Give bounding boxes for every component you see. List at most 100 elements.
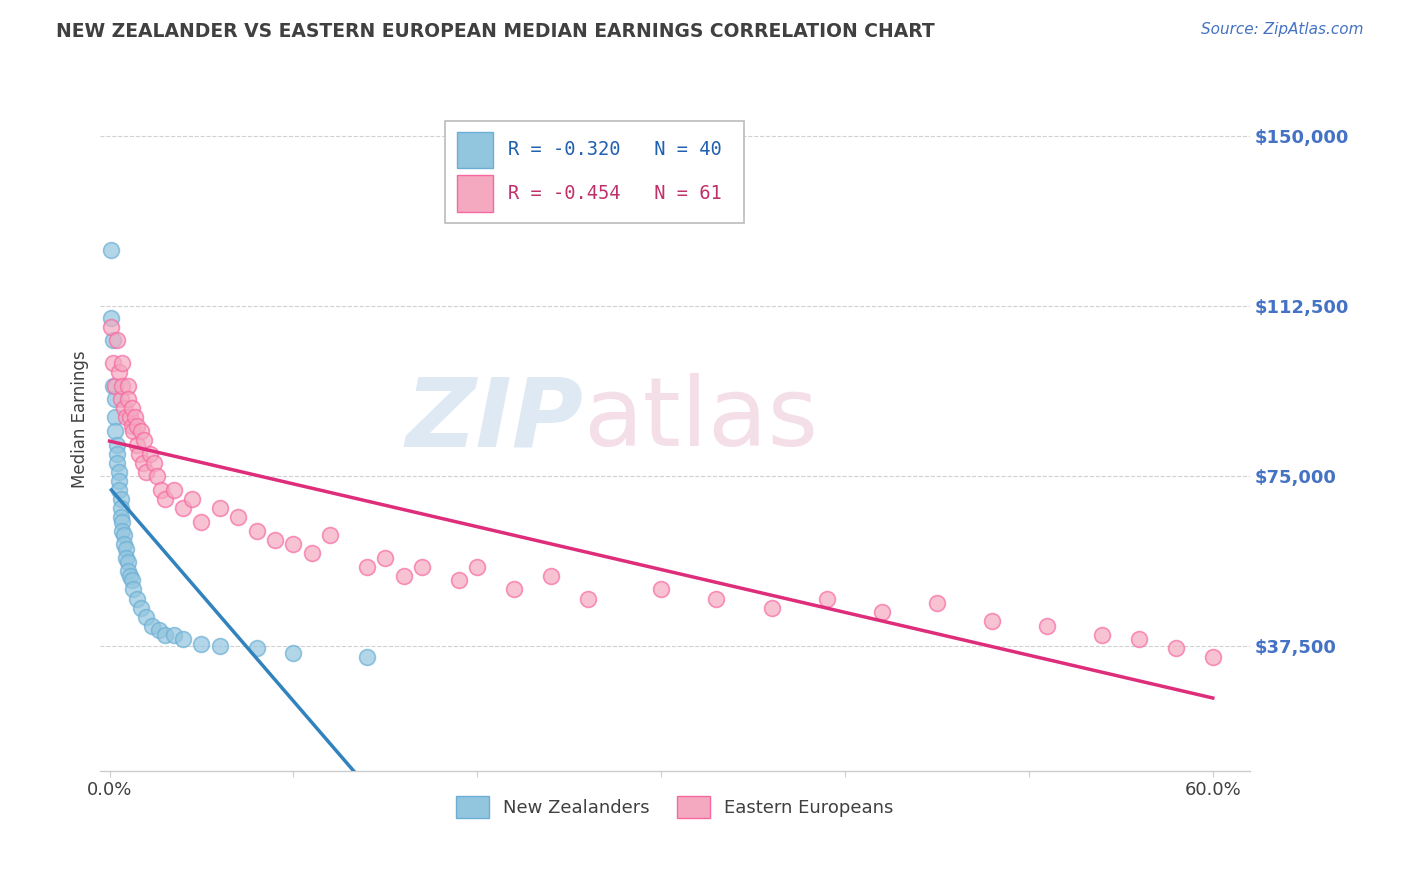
Point [115, 541, 138, 556]
FancyBboxPatch shape [457, 132, 494, 169]
Point [111, 378, 134, 392]
Point [103, 378, 125, 392]
Point [142, 456, 165, 470]
Point [117, 392, 139, 407]
Point [503, 582, 526, 597]
Point [100, 243, 122, 257]
Point [117, 378, 139, 392]
Point [190, 637, 212, 651]
FancyBboxPatch shape [457, 175, 494, 211]
Point [447, 574, 470, 588]
Point [104, 424, 127, 438]
Point [319, 528, 342, 542]
Point [146, 469, 169, 483]
Point [115, 410, 138, 425]
Point [141, 618, 163, 632]
Point [115, 550, 138, 565]
Point [111, 356, 134, 370]
Point [465, 559, 488, 574]
Point [128, 447, 150, 461]
Point [374, 550, 396, 565]
Point [135, 609, 157, 624]
Point [246, 641, 269, 656]
Point [283, 537, 305, 551]
Point [111, 515, 134, 529]
Point [100, 310, 122, 325]
Point [131, 456, 153, 470]
Point [124, 410, 146, 425]
Point [540, 569, 562, 583]
Point [127, 437, 149, 451]
Point [981, 614, 1004, 628]
Point [411, 559, 433, 574]
Point [301, 546, 323, 560]
Point [761, 600, 783, 615]
Point [925, 596, 948, 610]
Point [107, 365, 129, 379]
Point [105, 437, 128, 451]
Point [356, 559, 378, 574]
Y-axis label: Median Earnings: Median Earnings [72, 351, 89, 489]
Text: Source: ZipAtlas.com: Source: ZipAtlas.com [1201, 22, 1364, 37]
Point [704, 591, 727, 606]
Point [103, 356, 125, 370]
Point [150, 483, 173, 497]
Point [117, 555, 139, 569]
Text: R = -0.454   N = 61: R = -0.454 N = 61 [509, 184, 723, 203]
Point [226, 510, 249, 524]
Point [105, 334, 128, 348]
Text: atlas: atlas [583, 373, 818, 467]
Point [105, 447, 128, 461]
Point [153, 628, 176, 642]
Point [107, 483, 129, 497]
Point [1164, 641, 1187, 656]
Point [135, 465, 157, 479]
Point [1202, 650, 1225, 665]
Point [104, 392, 127, 407]
Point [100, 319, 122, 334]
Text: NEW ZEALANDER VS EASTERN EUROPEAN MEDIAN EARNINGS CORRELATION CHART: NEW ZEALANDER VS EASTERN EUROPEAN MEDIAN… [56, 22, 935, 41]
Point [111, 524, 134, 538]
Point [121, 419, 143, 434]
Point [356, 650, 378, 665]
Point [190, 515, 212, 529]
Point [246, 524, 269, 538]
Point [118, 569, 141, 583]
Point [122, 582, 145, 597]
Point [105, 456, 128, 470]
Point [112, 528, 135, 542]
Point [264, 533, 287, 547]
Point [129, 600, 152, 615]
Point [1091, 628, 1114, 642]
Point [208, 639, 231, 653]
Point [121, 574, 143, 588]
Point [283, 646, 305, 660]
Point [1128, 632, 1150, 647]
Point [576, 591, 599, 606]
Legend: New Zealanders, Eastern Europeans: New Zealanders, Eastern Europeans [450, 789, 901, 825]
Point [110, 392, 132, 407]
Point [134, 433, 156, 447]
FancyBboxPatch shape [446, 121, 744, 223]
Point [163, 483, 186, 497]
Point [121, 401, 143, 416]
Point [650, 582, 672, 597]
Point [815, 591, 838, 606]
Point [127, 419, 149, 434]
Point [181, 491, 204, 506]
Point [107, 474, 129, 488]
Point [117, 565, 139, 579]
Point [103, 334, 125, 348]
Point [153, 491, 176, 506]
Point [110, 491, 132, 506]
Point [172, 632, 194, 647]
Point [139, 447, 162, 461]
Point [129, 424, 152, 438]
Text: R = -0.320   N = 40: R = -0.320 N = 40 [509, 140, 723, 159]
Point [1036, 618, 1059, 632]
Point [112, 537, 135, 551]
Point [118, 410, 141, 425]
Point [208, 500, 231, 515]
Point [110, 510, 132, 524]
Point [127, 591, 149, 606]
